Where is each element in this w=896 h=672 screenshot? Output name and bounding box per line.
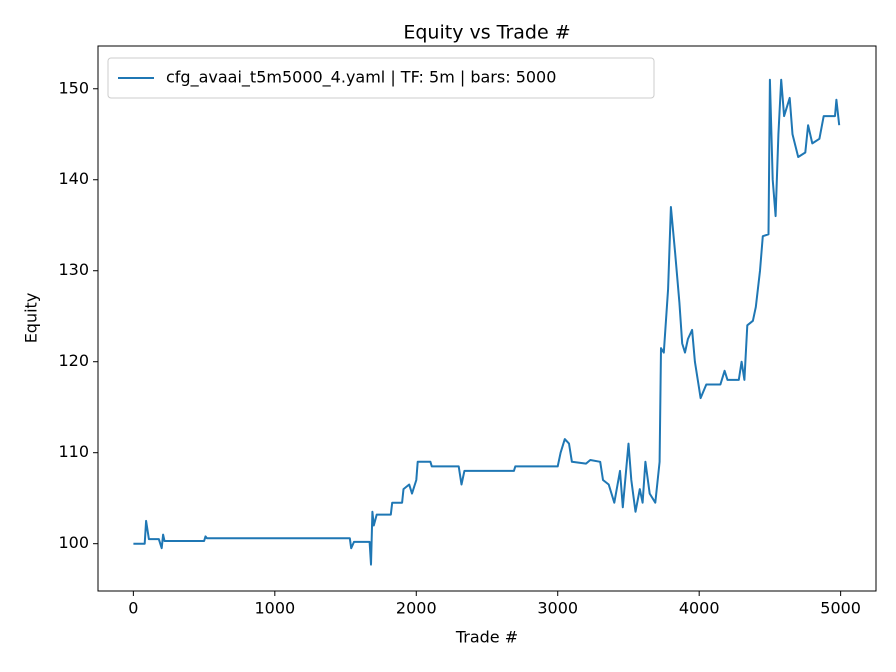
x-tick-label: 2000 [396,599,437,618]
line-series [133,78,841,566]
y-tick-label: 110 [58,442,89,461]
y-tick-label: 140 [58,169,89,188]
y-tick-label: 100 [58,533,89,552]
x-tick-label: 3000 [537,599,578,618]
legend-box [107,57,655,99]
x-tick-label: 0 [128,599,138,618]
x-axis-label: Trade # [455,628,518,647]
y-tick-label: 120 [58,351,89,370]
y-tick-label: 130 [58,260,89,279]
x-tick-label: 5000 [820,599,861,618]
x-tick-label: 1000 [254,599,295,618]
chart-title: Equity vs Trade # [403,22,570,44]
plot-frame [97,45,877,592]
legend-label: cfg_avaai_t5m5000_4.yaml | TF: 5m | bars… [166,68,556,88]
x-tick-label: 4000 [679,599,720,618]
y-axis-label: Equity [22,293,41,344]
y-tick-label: 150 [58,78,89,97]
